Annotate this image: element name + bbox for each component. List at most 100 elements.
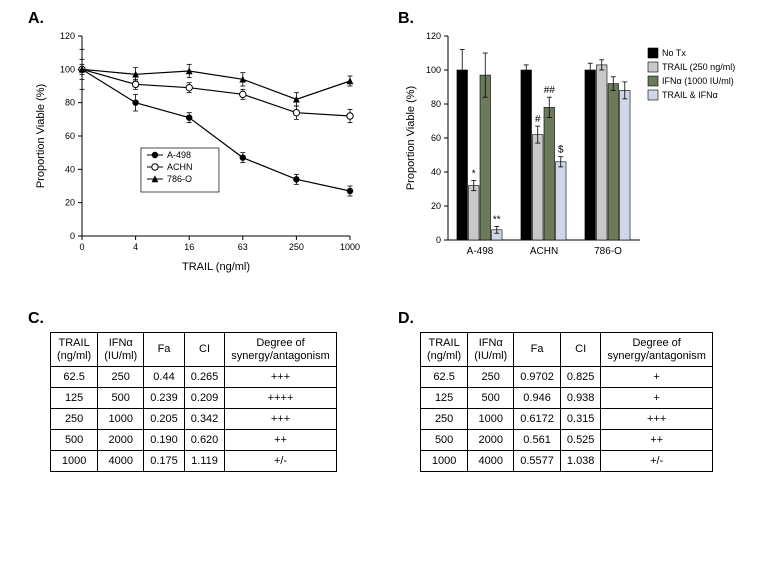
table-D: TRAIL(ng/ml)IFNα(IU/ml)FaCIDegree ofsyne… xyxy=(420,332,713,472)
table-cell: 0.265 xyxy=(184,367,225,388)
table-cell: 62.5 xyxy=(421,367,468,388)
chart-A-line: 0 20 40 60 80 100 120 0 4 16 63 250 1000 TRAIL (ng/ml… xyxy=(30,26,360,276)
table-cell: 250 xyxy=(468,367,514,388)
svg-text:120: 120 xyxy=(426,31,441,41)
table-row: 100040000.1751.119+/- xyxy=(51,451,337,472)
table-cell: +/- xyxy=(601,451,712,472)
svg-text:0: 0 xyxy=(436,235,441,245)
svg-text:786-O: 786-O xyxy=(594,246,622,257)
table-cell: 0.9702 xyxy=(514,367,561,388)
table-cell: 500 xyxy=(98,388,144,409)
svg-text:60: 60 xyxy=(65,131,75,141)
table-cell: 0.205 xyxy=(144,409,185,430)
table-cell: 2000 xyxy=(98,430,144,451)
table-cell: 0.620 xyxy=(184,430,225,451)
svg-text:#: # xyxy=(535,114,541,125)
table-cell: 0.342 xyxy=(184,409,225,430)
table-cell: + xyxy=(601,367,712,388)
table-row: 50020000.1900.620++ xyxy=(51,430,337,451)
table-cell: 0.44 xyxy=(144,367,185,388)
table-header: CI xyxy=(560,333,601,367)
table-cell: 125 xyxy=(51,388,98,409)
table-cell: 0.315 xyxy=(560,409,601,430)
table-cell: 500 xyxy=(51,430,98,451)
svg-text:A-498: A-498 xyxy=(167,150,191,160)
svg-text:40: 40 xyxy=(431,167,441,177)
table-header: TRAIL(ng/ml) xyxy=(51,333,98,367)
svg-text:1000: 1000 xyxy=(340,242,360,252)
panel-D-label: D. xyxy=(398,310,414,328)
svg-text:100: 100 xyxy=(426,65,441,75)
svg-text:16: 16 xyxy=(184,242,194,252)
table-cell: +++ xyxy=(225,409,336,430)
table-cell: 1000 xyxy=(468,409,514,430)
svg-text:IFNα (1000 IU/ml): IFNα (1000 IU/ml) xyxy=(662,76,734,86)
svg-text:20: 20 xyxy=(65,198,75,208)
table-cell: 4000 xyxy=(468,451,514,472)
table-cell: 1000 xyxy=(98,409,144,430)
table-row: 1255000.9460.938+ xyxy=(421,388,713,409)
table-header: Fa xyxy=(514,333,561,367)
table-row: 62.52500.97020.825+ xyxy=(421,367,713,388)
table-cell: 0.561 xyxy=(514,430,561,451)
table-cell: 0.6172 xyxy=(514,409,561,430)
table-cell: 4000 xyxy=(98,451,144,472)
svg-text:##: ## xyxy=(544,85,556,96)
svg-text:Proportion Viable (%): Proportion Viable (%) xyxy=(35,84,47,188)
table-header: TRAIL(ng/ml) xyxy=(421,333,468,367)
table-row: 25010000.61720.315+++ xyxy=(421,409,713,430)
table-cell: 0.938 xyxy=(560,388,601,409)
table-row: 50020000.5610.525++ xyxy=(421,430,713,451)
table-row: 1255000.2390.209++++ xyxy=(51,388,337,409)
svg-text:A-498: A-498 xyxy=(467,246,494,257)
svg-text:0: 0 xyxy=(79,242,84,252)
svg-text:TRAIL (250 ng/ml): TRAIL (250 ng/ml) xyxy=(662,62,735,72)
table-cell: ++++ xyxy=(225,388,336,409)
table-cell: 1.038 xyxy=(560,451,601,472)
svg-text:786-O: 786-O xyxy=(167,174,192,184)
svg-text:250: 250 xyxy=(289,242,304,252)
table-cell: +++ xyxy=(601,409,712,430)
table-header: Fa xyxy=(144,333,185,367)
panel-C-label: C. xyxy=(28,310,44,328)
table-row: 25010000.2050.342+++ xyxy=(51,409,337,430)
table-cell: ++ xyxy=(601,430,712,451)
table-cell: 125 xyxy=(421,388,468,409)
table-cell: ++ xyxy=(225,430,336,451)
svg-text:80: 80 xyxy=(431,99,441,109)
svg-text:80: 80 xyxy=(65,98,75,108)
table-cell: 500 xyxy=(421,430,468,451)
table-cell: 0.525 xyxy=(560,430,601,451)
table-cell: 2000 xyxy=(468,430,514,451)
svg-text:4: 4 xyxy=(133,242,138,252)
table-cell: 0.209 xyxy=(184,388,225,409)
svg-text:*: * xyxy=(472,169,476,180)
svg-text:No Tx: No Tx xyxy=(662,48,686,58)
table-cell: 0.239 xyxy=(144,388,185,409)
table-cell: 1000 xyxy=(421,451,468,472)
table-cell: 0.825 xyxy=(560,367,601,388)
table-cell: 500 xyxy=(468,388,514,409)
svg-text:63: 63 xyxy=(238,242,248,252)
svg-text:100: 100 xyxy=(60,64,75,74)
svg-text:120: 120 xyxy=(60,31,75,41)
svg-text:40: 40 xyxy=(65,164,75,174)
svg-text:60: 60 xyxy=(431,133,441,143)
svg-text:**: ** xyxy=(493,214,501,225)
table-cell: 0.946 xyxy=(514,388,561,409)
table-header: CI xyxy=(184,333,225,367)
table-cell: +++ xyxy=(225,367,336,388)
table-cell: + xyxy=(601,388,712,409)
table-cell: 1000 xyxy=(51,451,98,472)
table-header: IFNα(IU/ml) xyxy=(98,333,144,367)
chart-B-bar: 0 20 40 60 80 100 120 Proportion Viable (%) A-49… xyxy=(400,26,760,276)
svg-text:20: 20 xyxy=(431,201,441,211)
svg-text:0: 0 xyxy=(70,231,75,241)
table-cell: 0.175 xyxy=(144,451,185,472)
table-cell: 0.5577 xyxy=(514,451,561,472)
table-row: 100040000.55771.038+/- xyxy=(421,451,713,472)
svg-text:TRAIL (ng/ml): TRAIL (ng/ml) xyxy=(182,261,250,273)
table-cell: 62.5 xyxy=(51,367,98,388)
svg-text:Proportion Viable (%): Proportion Viable (%) xyxy=(405,86,417,190)
table-cell: 250 xyxy=(51,409,98,430)
